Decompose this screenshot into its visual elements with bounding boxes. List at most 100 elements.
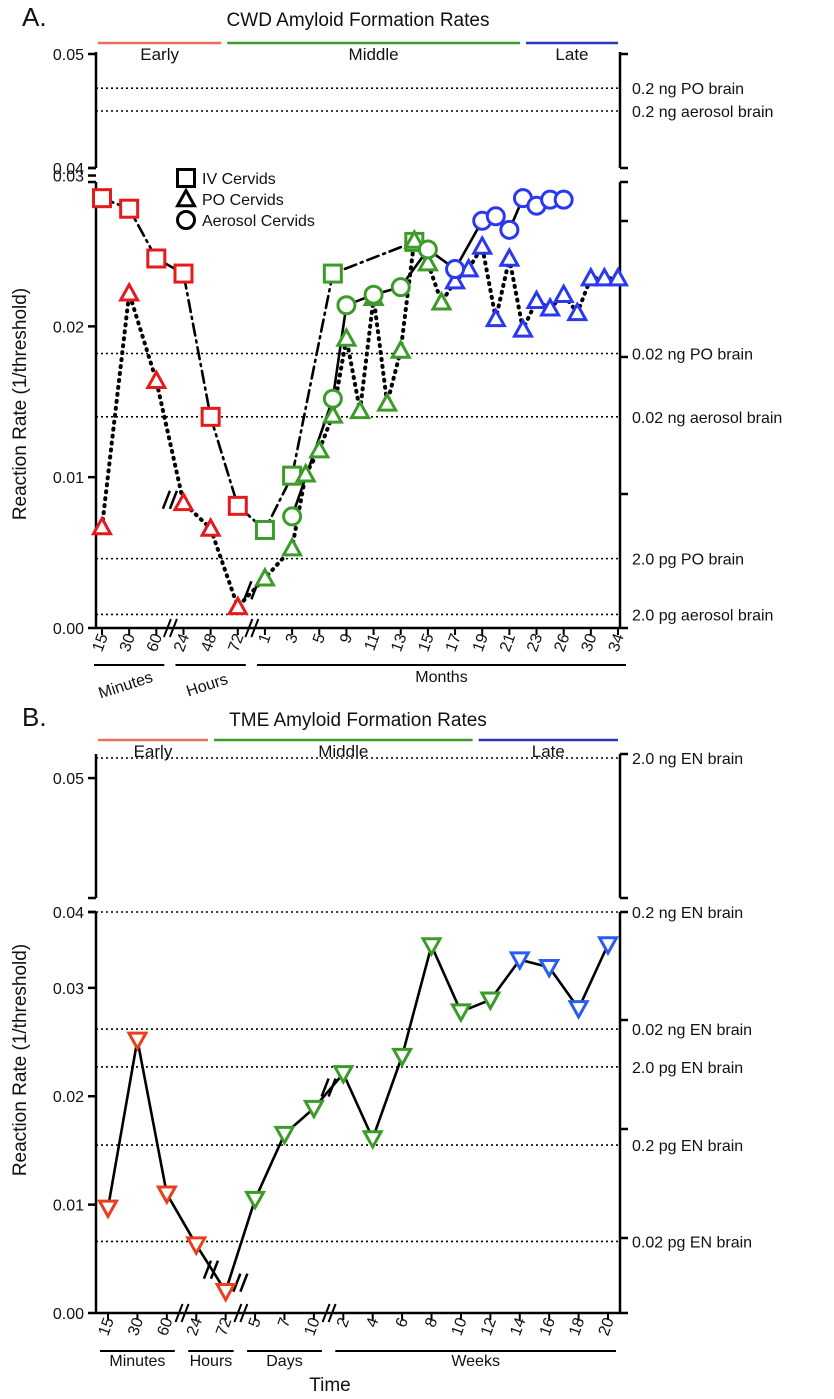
y-axis-label: Reaction Rate (1/threshold) (10, 288, 31, 520)
data-point-po-cervids (525, 289, 548, 310)
data-point-po-cervids (308, 438, 331, 459)
x-group-label: Minutes (109, 1353, 165, 1370)
chart-panel-a: A. CWD Amyloid Formation Rates Early Middle… (10, 2, 782, 702)
y-axis-label: Reaction Rate (1/threshold) (10, 944, 31, 1176)
series-break (202, 1260, 220, 1280)
phase-label-late: Late (555, 45, 588, 64)
data-point-aerosol-cervids (363, 284, 384, 305)
data-point-tme (508, 951, 531, 972)
y-tick-label: 0.01 (53, 1198, 84, 1215)
legend-label: Aerosol Cervids (202, 213, 315, 230)
phase-label-late: Late (532, 742, 565, 761)
x-group-label: Minutes (96, 669, 155, 702)
x-tick-label: 18 (566, 1315, 588, 1338)
x-tick-label: 60 (155, 1315, 177, 1338)
reference-label: 2.0 pg PO brain (632, 552, 744, 569)
x-axis-break (244, 618, 260, 638)
x-tick-label: 14 (507, 1315, 529, 1338)
data-point-aerosol-cervids (553, 189, 574, 210)
x-tick-label: 16 (537, 1315, 559, 1338)
series-break (320, 1078, 337, 1098)
x-tick-label: 30 (125, 1315, 147, 1338)
data-point-aerosol-cervids (417, 239, 438, 260)
x-tick-label: 72 (213, 1315, 235, 1338)
y-tick-label: 0.03 (53, 981, 84, 998)
reference-label: 0.02 ng aerosol brain (632, 410, 782, 427)
x-group-label: Hours (184, 671, 230, 700)
series-line-iv-cervids (100, 196, 416, 533)
series-break (232, 1273, 249, 1293)
data-point-po-cervids (90, 515, 114, 536)
data-point-po-cervids (294, 462, 317, 483)
y-tick-label: 0.04 (53, 161, 84, 178)
data-point-po-cervids (511, 317, 534, 338)
data-point-po-cervids (199, 516, 222, 537)
data-point-po-cervids (498, 246, 521, 267)
reference-label: 0.02 pg EN brain (632, 1234, 752, 1251)
y-tick-label: 0.01 (53, 470, 84, 487)
data-point-po-cervids (321, 403, 344, 424)
reference-label: 0.02 ng PO brain (632, 347, 753, 364)
x-tick-label: 23 (524, 631, 546, 654)
x-tick-label: 11 (362, 631, 384, 653)
reference-label: 0.2 ng EN brain (632, 905, 743, 922)
data-point-po-cervids (145, 369, 168, 389)
y-tick-label: 0.00 (53, 1306, 84, 1323)
data-point-iv-cervids (322, 263, 343, 284)
y-tick-label: 0.00 (53, 621, 84, 638)
legend-label: IV Cervids (202, 171, 276, 188)
reference-label: 2.0 pg EN brain (632, 1060, 743, 1077)
series-break (161, 490, 179, 510)
x-tick-label: 20 (596, 1315, 618, 1338)
reference-label: 0.2 ng PO brain (632, 81, 744, 98)
x-axis-label: Time (309, 1375, 351, 1396)
data-point-iv-cervids (92, 188, 112, 209)
data-point-po-cervids (376, 391, 399, 412)
data-point-tme (185, 1236, 208, 1257)
data-point-tme (214, 1283, 237, 1303)
data-point-iv-cervids (119, 198, 140, 219)
data-point-aerosol-cervids (485, 206, 506, 227)
panel-label: A. (22, 2, 47, 32)
x-axis-break (233, 1303, 249, 1323)
reference-label: 0.02 ng EN brain (632, 1022, 752, 1039)
data-point-po-cervids (389, 338, 412, 359)
x-tick-label: 21 (497, 631, 519, 654)
data-point-aerosol-cervids (499, 219, 520, 240)
data-point-tme (596, 936, 620, 957)
data-point-aerosol-cervids (390, 277, 411, 298)
x-group-label: Months (415, 669, 467, 686)
data-point-po-cervids (566, 301, 589, 322)
y-tick-label: 0.03 (53, 169, 84, 186)
x-tick-label: 17 (443, 631, 465, 654)
data-point-po-cervids (539, 296, 562, 317)
data-point-aerosol-cervids (282, 506, 303, 527)
panel-label: B. (22, 702, 47, 732)
chart-panel-b: B. TME Amyloid Formation Rates Early Middle… (10, 702, 752, 1396)
reference-label: 0.2 ng aerosol brain (632, 104, 773, 121)
data-point-po-cervids (335, 326, 358, 347)
legend-marker (176, 210, 196, 230)
data-point-po-cervids (471, 234, 494, 255)
data-point-po-cervids (118, 281, 141, 302)
data-point-iv-cervids (254, 519, 275, 540)
x-tick-label: 15 (90, 631, 112, 654)
x-tick-label: 30 (117, 631, 139, 654)
data-point-po-cervids (253, 566, 276, 587)
phase-label-middle: Middle (349, 45, 399, 64)
series-line-tme (106, 941, 610, 1295)
data-point-po-cervids (552, 283, 575, 303)
data-point-tme (449, 1003, 472, 1024)
y-tick-label: 0.05 (53, 47, 84, 64)
data-point-po-cervids (403, 228, 426, 249)
y-tick-label: 0.02 (53, 1089, 84, 1106)
data-point-po-cervids (281, 536, 304, 557)
data-point-tme (538, 958, 561, 979)
x-tick-label: 15 (96, 1315, 118, 1338)
x-tick-label: 12 (478, 1315, 500, 1338)
x-tick-label: 15 (416, 631, 438, 654)
x-tick-label: 10 (449, 1315, 471, 1338)
chart-title: CWD Amyloid Formation Rates (227, 10, 490, 31)
data-point-tme (567, 1000, 590, 1021)
